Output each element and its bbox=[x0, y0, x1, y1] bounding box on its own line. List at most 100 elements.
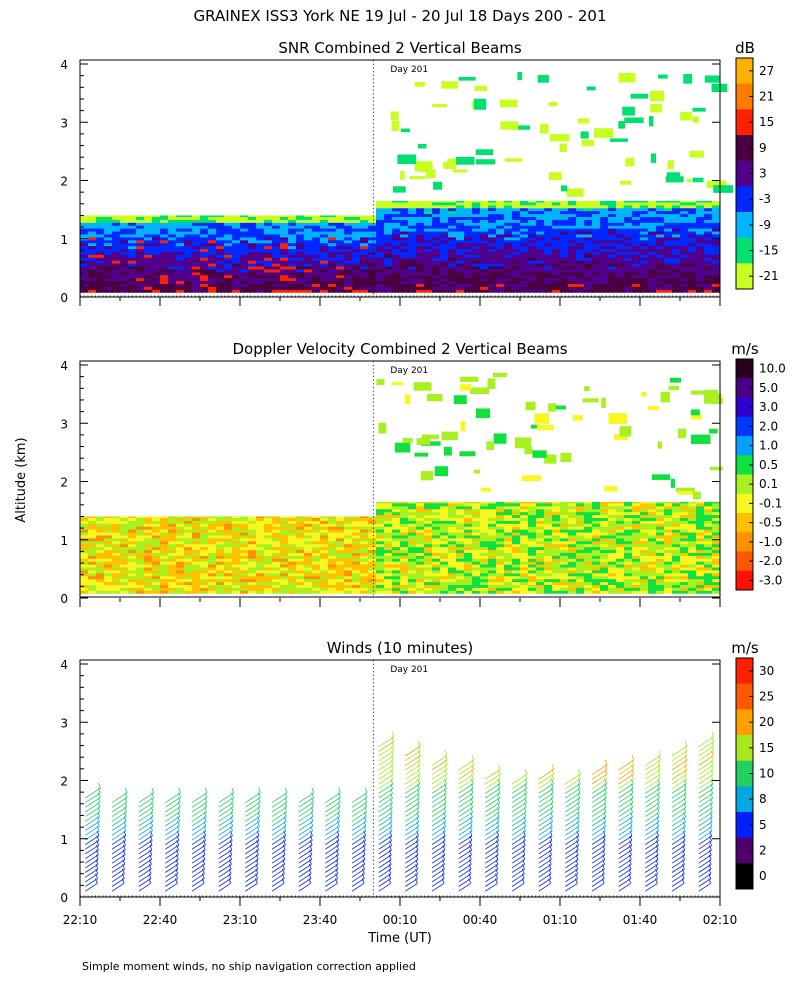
snr-cell bbox=[344, 245, 353, 250]
snr-cell bbox=[144, 239, 153, 244]
snr-cell bbox=[616, 274, 625, 279]
snr-cell bbox=[472, 271, 481, 276]
doppler-cell bbox=[280, 517, 289, 521]
doppler-cell bbox=[712, 529, 721, 533]
snr-cell bbox=[352, 263, 361, 267]
snr-cell bbox=[104, 277, 113, 282]
snr-cell bbox=[344, 269, 353, 273]
doppler-cell bbox=[272, 538, 281, 542]
snr-cell bbox=[296, 257, 305, 261]
doppler-cell bbox=[496, 520, 505, 524]
snr-cell bbox=[480, 219, 489, 223]
doppler-cell bbox=[496, 535, 505, 539]
snr-cell bbox=[696, 266, 705, 270]
snr-cell bbox=[680, 254, 689, 258]
doppler-cell bbox=[312, 538, 321, 542]
snr-cell bbox=[464, 260, 473, 264]
snr-cell bbox=[416, 245, 425, 250]
snr-cell bbox=[640, 245, 649, 250]
doppler-cell bbox=[520, 578, 529, 583]
doppler-cell bbox=[144, 570, 153, 574]
snr-cell bbox=[320, 274, 329, 279]
doppler-cell bbox=[680, 535, 689, 539]
snr-cell bbox=[160, 260, 169, 264]
doppler-cell bbox=[520, 501, 529, 504]
doppler-cell bbox=[528, 578, 537, 583]
snr-cell bbox=[464, 216, 473, 220]
doppler-cell bbox=[272, 549, 281, 553]
snr-cell bbox=[536, 245, 545, 250]
snr-echo bbox=[650, 90, 665, 102]
snr-cell bbox=[184, 245, 193, 250]
doppler-cell bbox=[600, 540, 609, 545]
snr-cell bbox=[640, 219, 649, 223]
doppler-cell bbox=[552, 523, 561, 527]
doppler-cell bbox=[256, 572, 265, 577]
doppler-cell bbox=[504, 532, 513, 536]
snr-cell bbox=[384, 210, 393, 215]
snr-cell bbox=[496, 257, 505, 261]
snr-cell bbox=[616, 254, 625, 258]
snr-cell bbox=[480, 274, 489, 279]
doppler-cell bbox=[608, 514, 617, 519]
snr-cell bbox=[568, 263, 577, 267]
doppler-cell bbox=[392, 523, 401, 527]
doppler-cell bbox=[176, 552, 185, 556]
snr-echo bbox=[452, 169, 468, 173]
doppler-cell bbox=[528, 590, 537, 594]
doppler-cell bbox=[688, 570, 697, 574]
doppler-cell bbox=[664, 517, 673, 521]
snr-cell bbox=[528, 234, 537, 238]
snr-cell bbox=[392, 277, 401, 282]
doppler-cell bbox=[544, 505, 553, 510]
doppler-cell bbox=[576, 505, 585, 510]
doppler-cell bbox=[184, 529, 193, 533]
snr-cell bbox=[232, 289, 241, 293]
snr-cell bbox=[320, 228, 329, 232]
doppler-cell bbox=[616, 529, 625, 533]
doppler-cell bbox=[408, 549, 417, 553]
snr-cell bbox=[704, 204, 713, 209]
snr-cell bbox=[112, 234, 121, 238]
snr-cell bbox=[416, 202, 425, 206]
doppler-cell bbox=[120, 558, 129, 562]
doppler-cell bbox=[680, 538, 689, 542]
doppler-cell bbox=[232, 581, 241, 585]
snr-cell bbox=[592, 207, 601, 212]
doppler-cell bbox=[432, 532, 441, 536]
snr-cell bbox=[664, 222, 673, 226]
snr-cell bbox=[488, 213, 497, 218]
doppler-cell bbox=[536, 587, 545, 591]
snr-cell bbox=[120, 216, 129, 220]
doppler-cell bbox=[560, 575, 569, 580]
snr-cell bbox=[104, 289, 113, 293]
snr-cell bbox=[400, 248, 409, 252]
doppler-cell bbox=[664, 546, 673, 551]
snr-cell bbox=[552, 263, 561, 267]
doppler-cell bbox=[112, 567, 121, 571]
doppler-cell bbox=[704, 572, 713, 577]
doppler-cell bbox=[176, 561, 185, 565]
doppler-cell bbox=[248, 538, 257, 542]
doppler-cell bbox=[176, 516, 185, 519]
doppler-cell bbox=[616, 567, 625, 571]
doppler-cell bbox=[352, 523, 361, 527]
doppler-cell bbox=[128, 516, 137, 519]
doppler-cell bbox=[408, 543, 417, 548]
doppler-cell bbox=[192, 517, 201, 521]
doppler-echo bbox=[692, 491, 701, 500]
snr-cell bbox=[584, 251, 593, 255]
doppler-cell bbox=[432, 505, 441, 510]
doppler-cell bbox=[480, 503, 489, 507]
doppler-cell bbox=[608, 523, 617, 527]
snr-cell bbox=[240, 245, 249, 250]
doppler-cell bbox=[368, 555, 377, 559]
doppler-cell bbox=[648, 590, 657, 594]
snr-cell bbox=[704, 283, 713, 287]
doppler-cell bbox=[584, 578, 593, 583]
snr-cell bbox=[208, 263, 217, 267]
doppler-cell bbox=[352, 555, 361, 559]
snr-cell bbox=[200, 286, 209, 290]
doppler-cell bbox=[80, 535, 89, 539]
doppler-cell bbox=[288, 538, 297, 542]
